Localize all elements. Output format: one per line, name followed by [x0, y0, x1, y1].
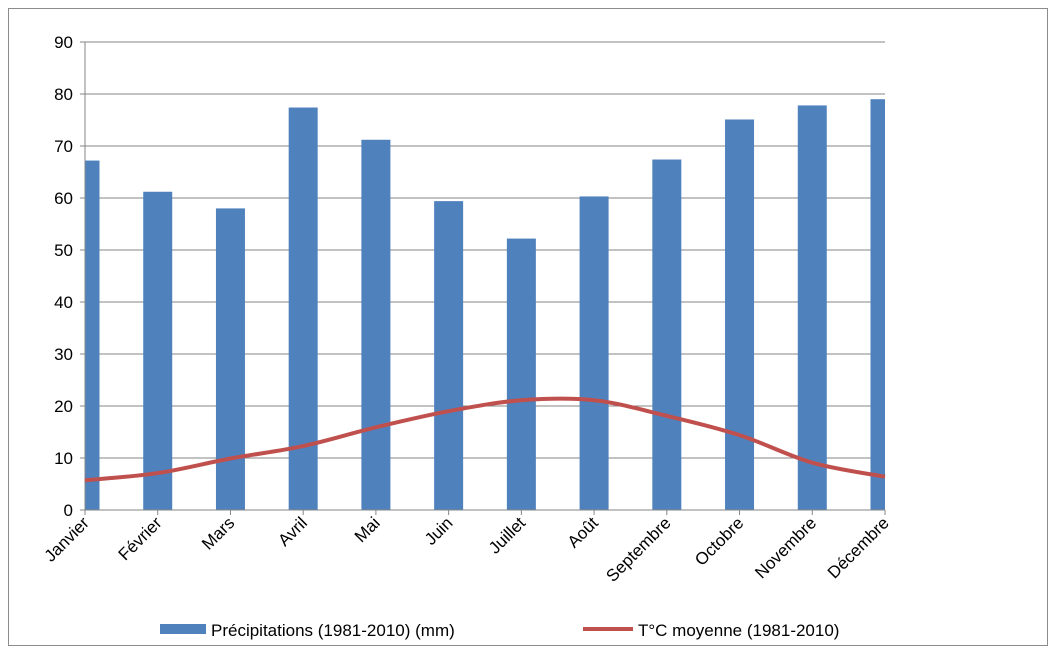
x-tick-label: Août — [564, 513, 602, 551]
bar — [797, 105, 827, 510]
x-tick-label: Mars — [198, 513, 238, 553]
y-tick-label: 30 — [54, 345, 73, 364]
x-tick-label: Mai — [351, 513, 384, 546]
temperature-series-line — [84, 396, 886, 483]
bar — [215, 208, 245, 510]
x-tick-label: Novembre — [751, 513, 820, 582]
y-tick-label: 40 — [54, 293, 73, 312]
x-tick-label: Février — [115, 513, 166, 564]
bar — [361, 139, 391, 510]
x-tick-label: Janvier — [41, 513, 93, 565]
bar — [652, 159, 682, 510]
x-tick-label: Septembre — [602, 513, 674, 585]
legend-label-temperature: T°C moyenne (1981-2010) — [638, 621, 839, 640]
y-tick-labels: 0 10 20 30 40 50 60 70 80 90 — [54, 33, 73, 520]
bar — [85, 160, 100, 510]
x-tick-label: Juillet — [485, 513, 529, 557]
y-tick-label: 0 — [64, 501, 73, 520]
precipitation-bars — [85, 99, 885, 511]
bar — [725, 119, 755, 510]
legend-label-precipitation: Précipitations (1981-2010) (mm) — [211, 621, 455, 640]
bar — [870, 99, 885, 510]
axes — [80, 41, 886, 515]
x-tick-labels: Janvier Février Mars Avril Mai Juin Juillet Aoû… — [41, 513, 893, 585]
x-tick-label: Juin — [421, 513, 456, 548]
y-tick-label: 10 — [54, 449, 73, 468]
legend: Précipitations (1981-2010) (mm) T°C moye… — [160, 621, 839, 640]
bar — [143, 191, 173, 510]
x-tick-label: Décembre — [824, 513, 893, 582]
y-tick-label: 80 — [54, 85, 73, 104]
bar — [506, 238, 536, 510]
y-tick-label: 70 — [54, 137, 73, 156]
bar — [579, 196, 609, 510]
temperature-line — [84, 396, 886, 483]
x-tick-label: Octobre — [691, 513, 747, 569]
legend-swatch-precipitation — [160, 624, 206, 634]
y-tick-label: 60 — [54, 189, 73, 208]
gridlines — [85, 41, 885, 459]
y-tick-label: 90 — [54, 33, 73, 52]
bar — [434, 201, 464, 510]
y-tick-label: 50 — [54, 241, 73, 260]
x-tick-label: Avril — [274, 513, 311, 550]
y-tick-label: 20 — [54, 397, 73, 416]
